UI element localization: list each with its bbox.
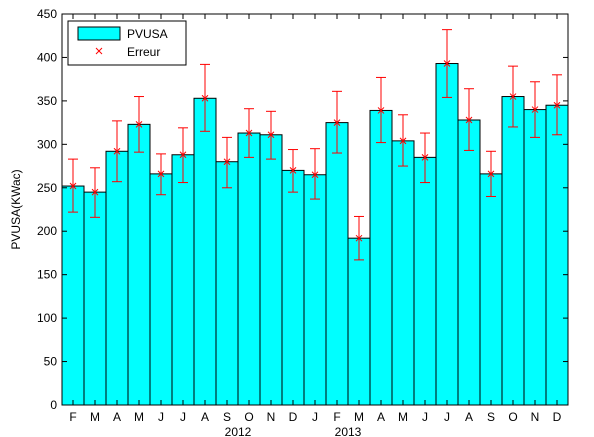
- error-bar: [486, 150, 496, 197]
- error-bar: [530, 81, 540, 138]
- x-tick-label: N: [531, 410, 540, 424]
- x-tick-label: F: [333, 410, 340, 424]
- bar: [347, 237, 371, 406]
- error-bar: [310, 148, 320, 200]
- bar: [523, 109, 547, 406]
- x-tick-label: A: [201, 410, 209, 424]
- legend-label-error: Erreur: [127, 45, 160, 59]
- error-bar: [420, 132, 430, 184]
- x-tick-label: O: [508, 410, 517, 424]
- y-tick-label: 200: [37, 224, 57, 238]
- x-tick-label: M: [134, 410, 144, 424]
- bar: [237, 132, 261, 406]
- error-bar: [376, 76, 386, 144]
- x-tick-label: S: [223, 410, 231, 424]
- bar: [325, 122, 349, 406]
- y-tick-label: 350: [37, 94, 57, 108]
- x-tick-label: M: [354, 410, 364, 424]
- bar: [281, 169, 305, 406]
- bar: [171, 154, 195, 406]
- error-bar: [156, 153, 166, 196]
- year-label: 2012: [225, 425, 252, 437]
- error-bar: [288, 149, 298, 193]
- error-bar: [244, 108, 254, 158]
- x-tick-label: J: [180, 410, 186, 424]
- y-tick-label: 0: [50, 398, 57, 412]
- x-tick-label: O: [244, 410, 253, 424]
- x-tick-label: M: [398, 410, 408, 424]
- error-bar: [134, 96, 144, 153]
- error-bars-group: [68, 29, 562, 261]
- bars-group: [61, 63, 569, 406]
- x-tick-label: A: [465, 410, 473, 424]
- error-bar: [222, 136, 232, 189]
- error-bar: [68, 158, 78, 213]
- bar: [127, 123, 151, 406]
- bar: [435, 63, 459, 406]
- bar: [303, 174, 327, 406]
- bar: [259, 134, 283, 406]
- legend-marker-error: [95, 47, 103, 55]
- error-bar: [464, 88, 474, 151]
- bar: [193, 97, 217, 406]
- x-tick-label: A: [113, 410, 121, 424]
- x-tick-label: D: [289, 410, 298, 424]
- bar: [149, 173, 173, 406]
- bar: [457, 119, 481, 406]
- legend: PVUSA Erreur: [67, 20, 187, 66]
- x-tick-label: J: [158, 410, 164, 424]
- bar: [501, 96, 525, 406]
- x-tick-label: A: [377, 410, 385, 424]
- year-labels: 2012 2013: [225, 425, 362, 437]
- year-label: 2013: [335, 425, 362, 437]
- x-tick-label: N: [267, 410, 276, 424]
- bar: [413, 156, 437, 406]
- y-tick-label: 450: [37, 7, 57, 21]
- error-bar: [200, 63, 210, 132]
- x-tick-label: F: [69, 410, 76, 424]
- y-tick-label: 250: [37, 181, 57, 195]
- y-tick-label: 400: [37, 50, 57, 64]
- error-bar: [398, 114, 408, 167]
- bar: [105, 150, 129, 406]
- y-tick-label: 300: [37, 137, 57, 151]
- error-bar: [178, 127, 188, 184]
- bar: [61, 185, 85, 406]
- error-bar: [354, 215, 364, 261]
- y-tick-label: 150: [37, 268, 57, 282]
- error-bar: [442, 29, 452, 98]
- y-axis-ticks: 0 50 100 150 200 250 300 350 400 450: [37, 7, 568, 412]
- x-tick-label: J: [312, 410, 318, 424]
- legend-label-pvusa: PVUSA: [127, 27, 168, 41]
- error-bar: [112, 120, 122, 183]
- x-tick-label: J: [422, 410, 428, 424]
- x-tick-label: D: [553, 410, 562, 424]
- bar: [479, 173, 503, 406]
- error-bar: [508, 65, 518, 128]
- bar: [545, 104, 569, 406]
- bar: [391, 140, 415, 406]
- bar: [369, 109, 393, 406]
- legend-swatch-pvusa: [77, 26, 121, 41]
- x-tick-label: J: [444, 410, 450, 424]
- error-bar: [332, 90, 342, 154]
- bar: [83, 191, 107, 406]
- bar: [215, 161, 239, 406]
- error-bar: [266, 110, 276, 160]
- y-axis-label: PVUSA(KWac): [9, 169, 23, 249]
- error-bar: [90, 167, 100, 218]
- y-tick-label: 50: [44, 355, 58, 369]
- x-tick-label: M: [90, 410, 100, 424]
- error-bar: [552, 74, 562, 136]
- x-tick-label: S: [487, 410, 495, 424]
- y-tick-label: 100: [37, 311, 57, 325]
